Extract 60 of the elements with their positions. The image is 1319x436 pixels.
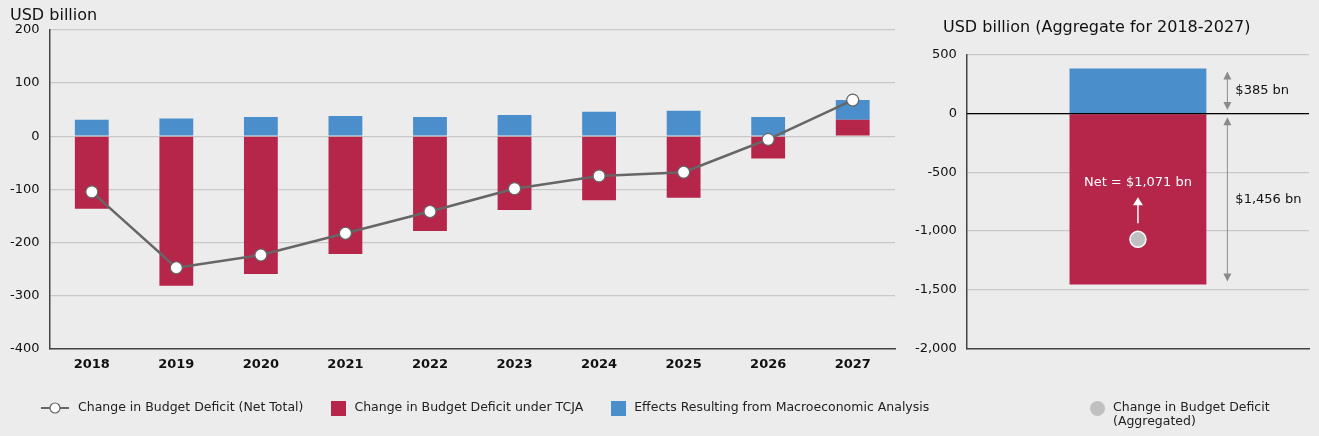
point [338, 226, 353, 240]
annotation: Net = $1,071 bn [1083, 174, 1192, 190]
y-tick-label: -1,500 [914, 281, 957, 297]
x-tick-label: 2024 [580, 355, 618, 371]
x-tick-label: 2027 [834, 355, 871, 371]
y-tick-label: -2,000 [914, 339, 957, 355]
bar [751, 117, 786, 136]
x-tick-label: 2020 [242, 355, 279, 371]
x-tick-label: 2021 [327, 355, 364, 371]
y-axis-title: USD billion [10, 5, 98, 24]
point [507, 182, 522, 196]
bar [74, 119, 109, 136]
point [846, 93, 860, 107]
bar [159, 136, 194, 286]
y-tick-label: 0 [948, 105, 957, 121]
y-axis-title: USD billion (Aggregate for 2018-2027) [943, 17, 1251, 36]
x-tick-label: 2022 [411, 355, 449, 371]
y-tick-label: 500 [932, 46, 957, 62]
legend-label: Effects Resulting from Macroeconomic Analysis [634, 399, 930, 414]
annotation: $385 bn [1235, 82, 1290, 98]
y-tick-label: 0 [31, 127, 40, 143]
bar [328, 115, 363, 136]
annotation: $1,456 bn [1235, 190, 1302, 206]
legend-label: Change in Budget Deficit under TCJA [354, 399, 584, 414]
bar [74, 136, 109, 209]
x-tick-label: 2026 [750, 355, 787, 371]
bar [243, 117, 278, 136]
x-tick-label: 2025 [665, 355, 702, 371]
bar [666, 136, 701, 198]
bar [413, 117, 447, 136]
point [254, 248, 268, 262]
bar [413, 136, 447, 232]
y-tick-label: -300 [9, 286, 40, 302]
bar [497, 136, 532, 210]
bar [582, 111, 616, 136]
y-tick-label: -100 [9, 180, 40, 196]
y-tick-label: -400 [9, 339, 40, 355]
x-tick-label: 2019 [158, 355, 195, 371]
y-tick-label: -200 [9, 233, 40, 249]
point [677, 165, 691, 179]
y-tick-label: -500 [927, 163, 957, 179]
bar [497, 114, 532, 136]
bar [328, 136, 363, 254]
point [423, 204, 437, 219]
y-tick-label: 200 [14, 21, 40, 37]
point [169, 261, 183, 275]
x-tick-label: 2023 [496, 355, 533, 371]
bar [666, 110, 701, 136]
point [761, 132, 775, 146]
legend-label: Change in Budget Deficit (Aggregated) [1113, 399, 1271, 428]
point [592, 169, 606, 183]
legend-label: Change in Budget Deficit (Net Total) [78, 399, 304, 414]
y-tick-label: 100 [14, 74, 40, 90]
point [85, 185, 99, 199]
bar [582, 136, 616, 201]
bar [243, 136, 278, 275]
y-tick-label: -1,000 [914, 222, 957, 238]
x-tick-label: 2018 [73, 355, 110, 371]
bar [835, 119, 870, 136]
bar [159, 118, 194, 136]
